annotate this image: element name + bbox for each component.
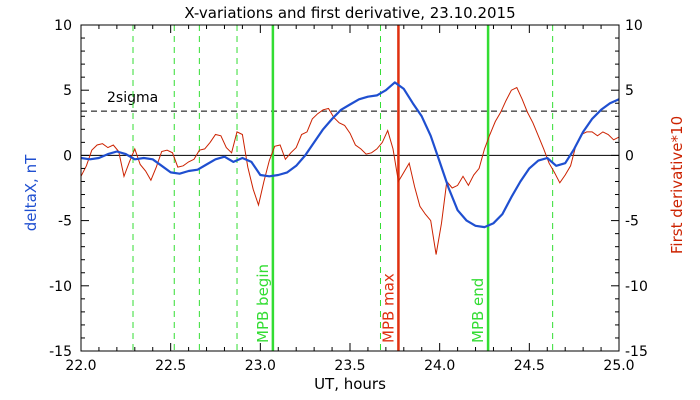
plot-area: MPB begin MPB max MPB end 22.0 22.5 23.0 23.5 2…: [49, 18, 648, 374]
y-tick-label-left: 0: [63, 148, 72, 164]
y-tick-label-right: 5: [625, 83, 634, 99]
derivative-series-line: [80, 86, 620, 255]
y-tick-label-left: 5: [63, 83, 72, 99]
y-tick-label-right: 10: [625, 18, 643, 34]
x-tick-label: 24.0: [424, 358, 455, 374]
x-tick-label: 22.0: [65, 358, 96, 374]
marker-label: MPB max: [379, 273, 397, 343]
y-tick-label-left: -10: [49, 279, 72, 295]
y-tick-label-right: -15: [625, 344, 648, 360]
y-axis-label-left: deltaX, nT: [22, 154, 40, 231]
x-axis-label: UT, hours: [314, 375, 386, 393]
x-tick-label: 22.5: [155, 358, 186, 374]
y-tick-label-left: -15: [49, 344, 72, 360]
y-axis-label-right: First derivative*10: [668, 116, 686, 254]
y-tick-label-right: 0: [625, 148, 634, 164]
y-tick-label-left: 10: [54, 18, 72, 34]
x-tick-label: 23.5: [334, 358, 365, 374]
marker-label: MPB begin: [254, 264, 272, 343]
deltax-series-line: [80, 81, 620, 229]
x-tick-label: 23.0: [245, 358, 276, 374]
marker-label: MPB end: [469, 278, 487, 343]
y-tick-label-left: -5: [58, 214, 72, 230]
x-tick-label: 24.5: [514, 358, 545, 374]
y-tick-label-right: -5: [625, 214, 639, 230]
x-tick-label: 25.0: [603, 358, 634, 374]
sigma-label: 2sigma: [107, 90, 158, 106]
chart-title: X-variations and first derivative, 23.10…: [184, 4, 515, 22]
y-tick-label-right: -10: [625, 279, 648, 295]
